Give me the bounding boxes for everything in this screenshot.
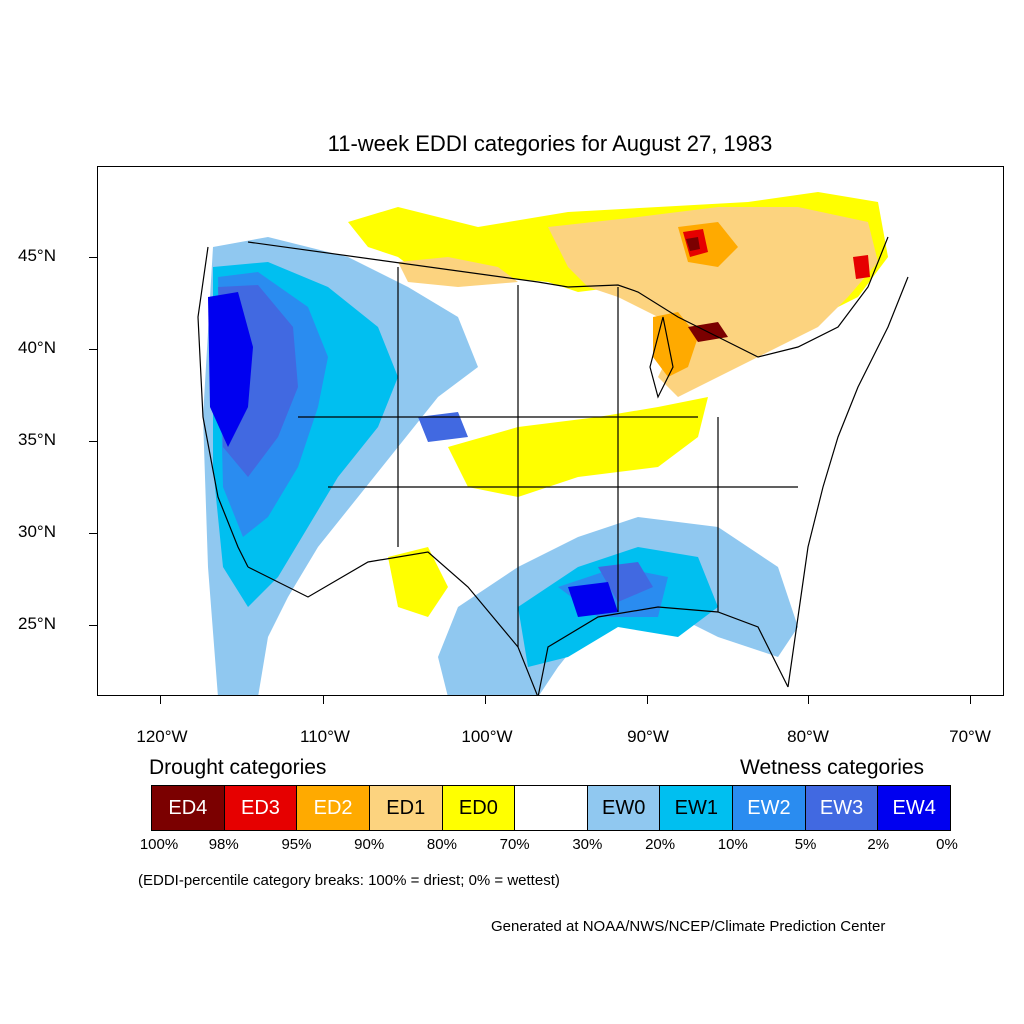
legend-cell-ew1: EW1	[660, 786, 734, 830]
lon-label-80: 80°W	[787, 727, 829, 746]
region-ew4-coast	[208, 292, 253, 447]
region-ed2-michigan	[653, 312, 698, 377]
lon-tick	[485, 696, 486, 704]
legend-break-label: 70%	[499, 836, 530, 853]
lon-label-120: 120°W	[136, 727, 188, 746]
lat-label-25: 25°N	[18, 614, 56, 633]
legend-break-label: 80%	[426, 836, 457, 853]
region-ed1-plains	[398, 257, 518, 287]
lat-label-40: 40°N	[18, 338, 56, 357]
lon-label-100: 100°W	[461, 727, 513, 746]
category-regions	[203, 192, 888, 695]
legend-cell-ed2: ED2	[297, 786, 370, 830]
east-coast	[787, 276, 909, 688]
credit-line: Generated at NOAA/NWS/NCEP/Climate Predi…	[491, 918, 886, 935]
boundaries	[197, 236, 909, 695]
legend-cell-ew4: EW4	[878, 786, 951, 830]
category-note: (EDDI-percentile category breaks: 100% =…	[138, 872, 560, 889]
legend-break-label: 0%	[936, 836, 958, 853]
region-ed0-central	[448, 397, 708, 497]
lon-tick	[970, 696, 971, 704]
lat-tick	[89, 625, 97, 626]
legend-break-label: 20%	[645, 836, 676, 853]
legend-break-label: 98%	[208, 836, 239, 853]
region-ed4-ontario	[686, 237, 700, 251]
eddi-map	[97, 166, 1004, 696]
legend-cell-ed0: ED0	[442, 786, 516, 830]
legend-break-label: 95%	[281, 836, 312, 853]
region-ed0-texas	[388, 547, 448, 617]
region-ed1-northeast	[548, 207, 878, 397]
legend-break-label: 100%	[139, 836, 179, 853]
us-canada-border	[247, 236, 889, 358]
lake-michigan	[649, 316, 674, 399]
eddi-map-canvas	[197, 192, 909, 695]
wetness-heading: Wetness categories	[740, 756, 925, 779]
legend-cell-neutral	[515, 786, 588, 830]
lat-tick	[89, 533, 97, 534]
region-ew3-colorado	[418, 412, 468, 442]
lat-tick	[89, 349, 97, 350]
legend-break-label: 30%	[572, 836, 603, 853]
map-title: 11-week EDDI categories for August 27, 1…	[327, 131, 773, 156]
legend-break-label: 90%	[354, 836, 385, 853]
legend-cell-ed3: ED3	[224, 786, 298, 830]
lat-label-45: 45°N	[18, 246, 56, 265]
region-ew4-gulf	[568, 582, 618, 617]
region-ew3-south	[598, 562, 653, 602]
legend-cell-ed4: ED4	[152, 786, 225, 830]
legend-cell-ew3: EW3	[805, 786, 879, 830]
lat-label-35: 35°N	[18, 430, 56, 449]
region-ed3-maine	[853, 255, 870, 279]
legend-cell-ew2: EW2	[733, 786, 806, 830]
legend-cell-ed1: ED1	[369, 786, 443, 830]
lat-tick	[89, 257, 97, 258]
legend-break-label: 2%	[867, 836, 890, 853]
legend-cell-ew0: EW0	[587, 786, 661, 830]
lon-tick	[160, 696, 161, 704]
lon-label-70: 70°W	[949, 727, 991, 746]
lon-tick	[808, 696, 809, 704]
lon-tick	[323, 696, 324, 704]
west-coast	[197, 246, 249, 568]
legend-break-label: 10%	[717, 836, 748, 853]
lon-label-110: 110°W	[300, 727, 350, 746]
legend-colorbar: ED4 ED3 ED2 ED1 ED0 EW0 EW1 EW2 EW3 EW4	[151, 785, 951, 831]
drought-heading: Drought categories	[149, 756, 327, 779]
lon-label-90: 90°W	[627, 727, 669, 746]
lat-tick	[89, 441, 97, 442]
gulf-coast	[537, 606, 789, 695]
lon-tick	[647, 696, 648, 704]
legend-break-label: 5%	[794, 836, 817, 853]
lat-label-30: 30°N	[18, 522, 56, 541]
